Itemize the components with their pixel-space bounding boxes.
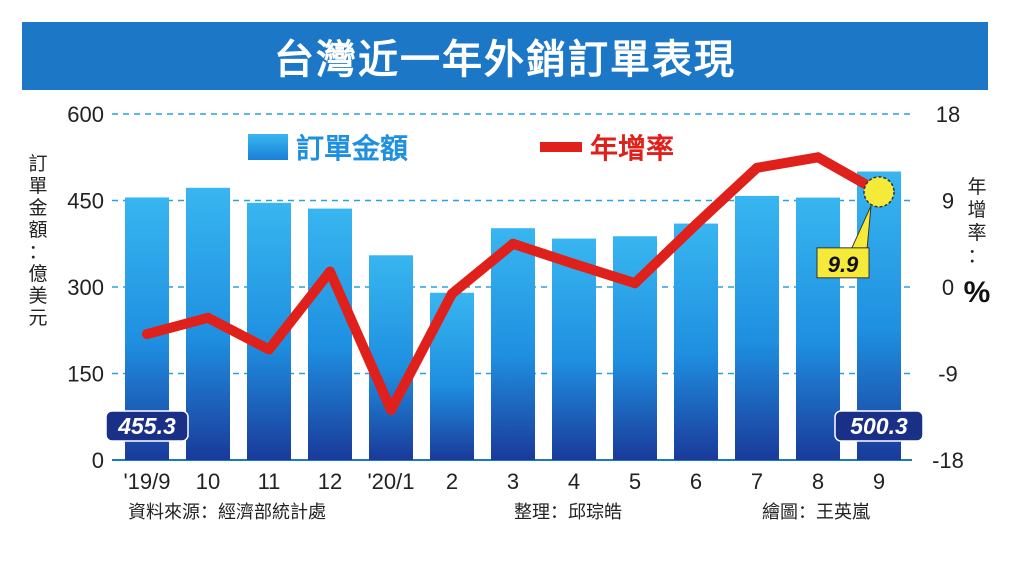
- last-bar-label-bg: [834, 410, 924, 442]
- bar-orders: [796, 197, 840, 460]
- x-tick-label: '19/9: [123, 469, 170, 494]
- rate-point: [569, 258, 579, 269]
- y-left-axis-label: 金: [28, 197, 47, 219]
- x-tick-label: 2: [446, 469, 458, 494]
- y-right-unit: %: [964, 276, 991, 309]
- bar-orders: [552, 238, 596, 460]
- y-right-tick-label: 0: [942, 275, 954, 300]
- x-tick-label: 6: [690, 469, 702, 494]
- bar-orders: [491, 228, 535, 460]
- rate-point: [386, 405, 396, 416]
- y-left-axis-label: ：: [28, 241, 47, 263]
- footer-editor: 整理：邱琮皓: [514, 502, 622, 523]
- legend-label-rate: 年增率: [590, 132, 674, 165]
- bar-orders: [369, 255, 413, 460]
- y-right-tick-label: 9: [942, 189, 954, 214]
- rate-point: [203, 312, 213, 323]
- bar-orders: [674, 223, 718, 460]
- x-tick-label: 4: [568, 469, 580, 494]
- y-right-tick-label: 18: [936, 102, 960, 127]
- x-tick-label: 7: [751, 469, 763, 494]
- x-tick-label: 12: [318, 469, 342, 494]
- chart-title: 台灣近一年外銷訂單表現: [274, 37, 736, 83]
- rate-point: [264, 344, 274, 355]
- legend-label-orders: 訂單金額: [296, 132, 408, 165]
- rate-point: [813, 152, 823, 163]
- x-tick-label: 9: [873, 469, 885, 494]
- y-left-axis-label: 單: [28, 175, 47, 197]
- y-right-tick-label: -18: [932, 448, 964, 473]
- first-bar-label: 455.3: [117, 413, 176, 439]
- y-left-axis-label: 億: [28, 263, 47, 285]
- y-left-tick-label: 300: [67, 275, 104, 300]
- y-left-tick-label: 600: [67, 102, 104, 127]
- rate-point: [752, 162, 762, 173]
- title-bar: 台灣近一年外銷訂單表現: [22, 22, 988, 90]
- y-left-axis-label: 美: [28, 285, 47, 307]
- last-rate-callout: 9.9: [828, 252, 859, 277]
- x-tick-label: 5: [629, 469, 641, 494]
- bar-orders: [308, 208, 352, 460]
- y-left-tick-label: 450: [67, 189, 104, 214]
- x-tick-label: 8: [812, 469, 824, 494]
- x-tick-label: '20/1: [367, 469, 414, 494]
- y-left-tick-label: 150: [67, 362, 104, 387]
- y-right-axis-label: ：: [967, 245, 986, 267]
- bar-orders: [735, 195, 779, 461]
- last-bar-label: 500.3: [850, 413, 908, 439]
- y-right-axis-label: 增: [967, 199, 986, 221]
- footer-source: 資料來源：經濟部統計處: [128, 502, 326, 523]
- x-tick-label: 3: [507, 469, 519, 494]
- y-left-tick-label: 0: [92, 448, 104, 473]
- y-right-axis-label: 率: [967, 222, 986, 244]
- last-rate-marker: [863, 176, 895, 208]
- rate-point: [142, 329, 152, 340]
- y-left-axis-label: 元: [28, 307, 47, 329]
- x-tick-label: 11: [258, 469, 281, 494]
- rate-point: [508, 238, 518, 249]
- footer-artist: 繪圖：王英嵐: [762, 502, 870, 523]
- y-left-axis-label: 額: [28, 219, 47, 241]
- y-right-axis-label: 年: [967, 176, 986, 198]
- y-right-tick-label: -9: [938, 362, 958, 387]
- rate-point: [325, 266, 335, 277]
- legend-swatch-rate: [540, 142, 582, 152]
- rate-point: [691, 219, 701, 230]
- rate-point: [447, 288, 457, 299]
- rate-point: [630, 278, 640, 289]
- x-tick-label: 10: [196, 469, 220, 494]
- first-bar-label-bg: [105, 410, 189, 442]
- legend-swatch-orders: [248, 134, 288, 160]
- last-rate-callout-bg: [816, 247, 870, 279]
- y-left-axis-label: 訂: [28, 153, 47, 175]
